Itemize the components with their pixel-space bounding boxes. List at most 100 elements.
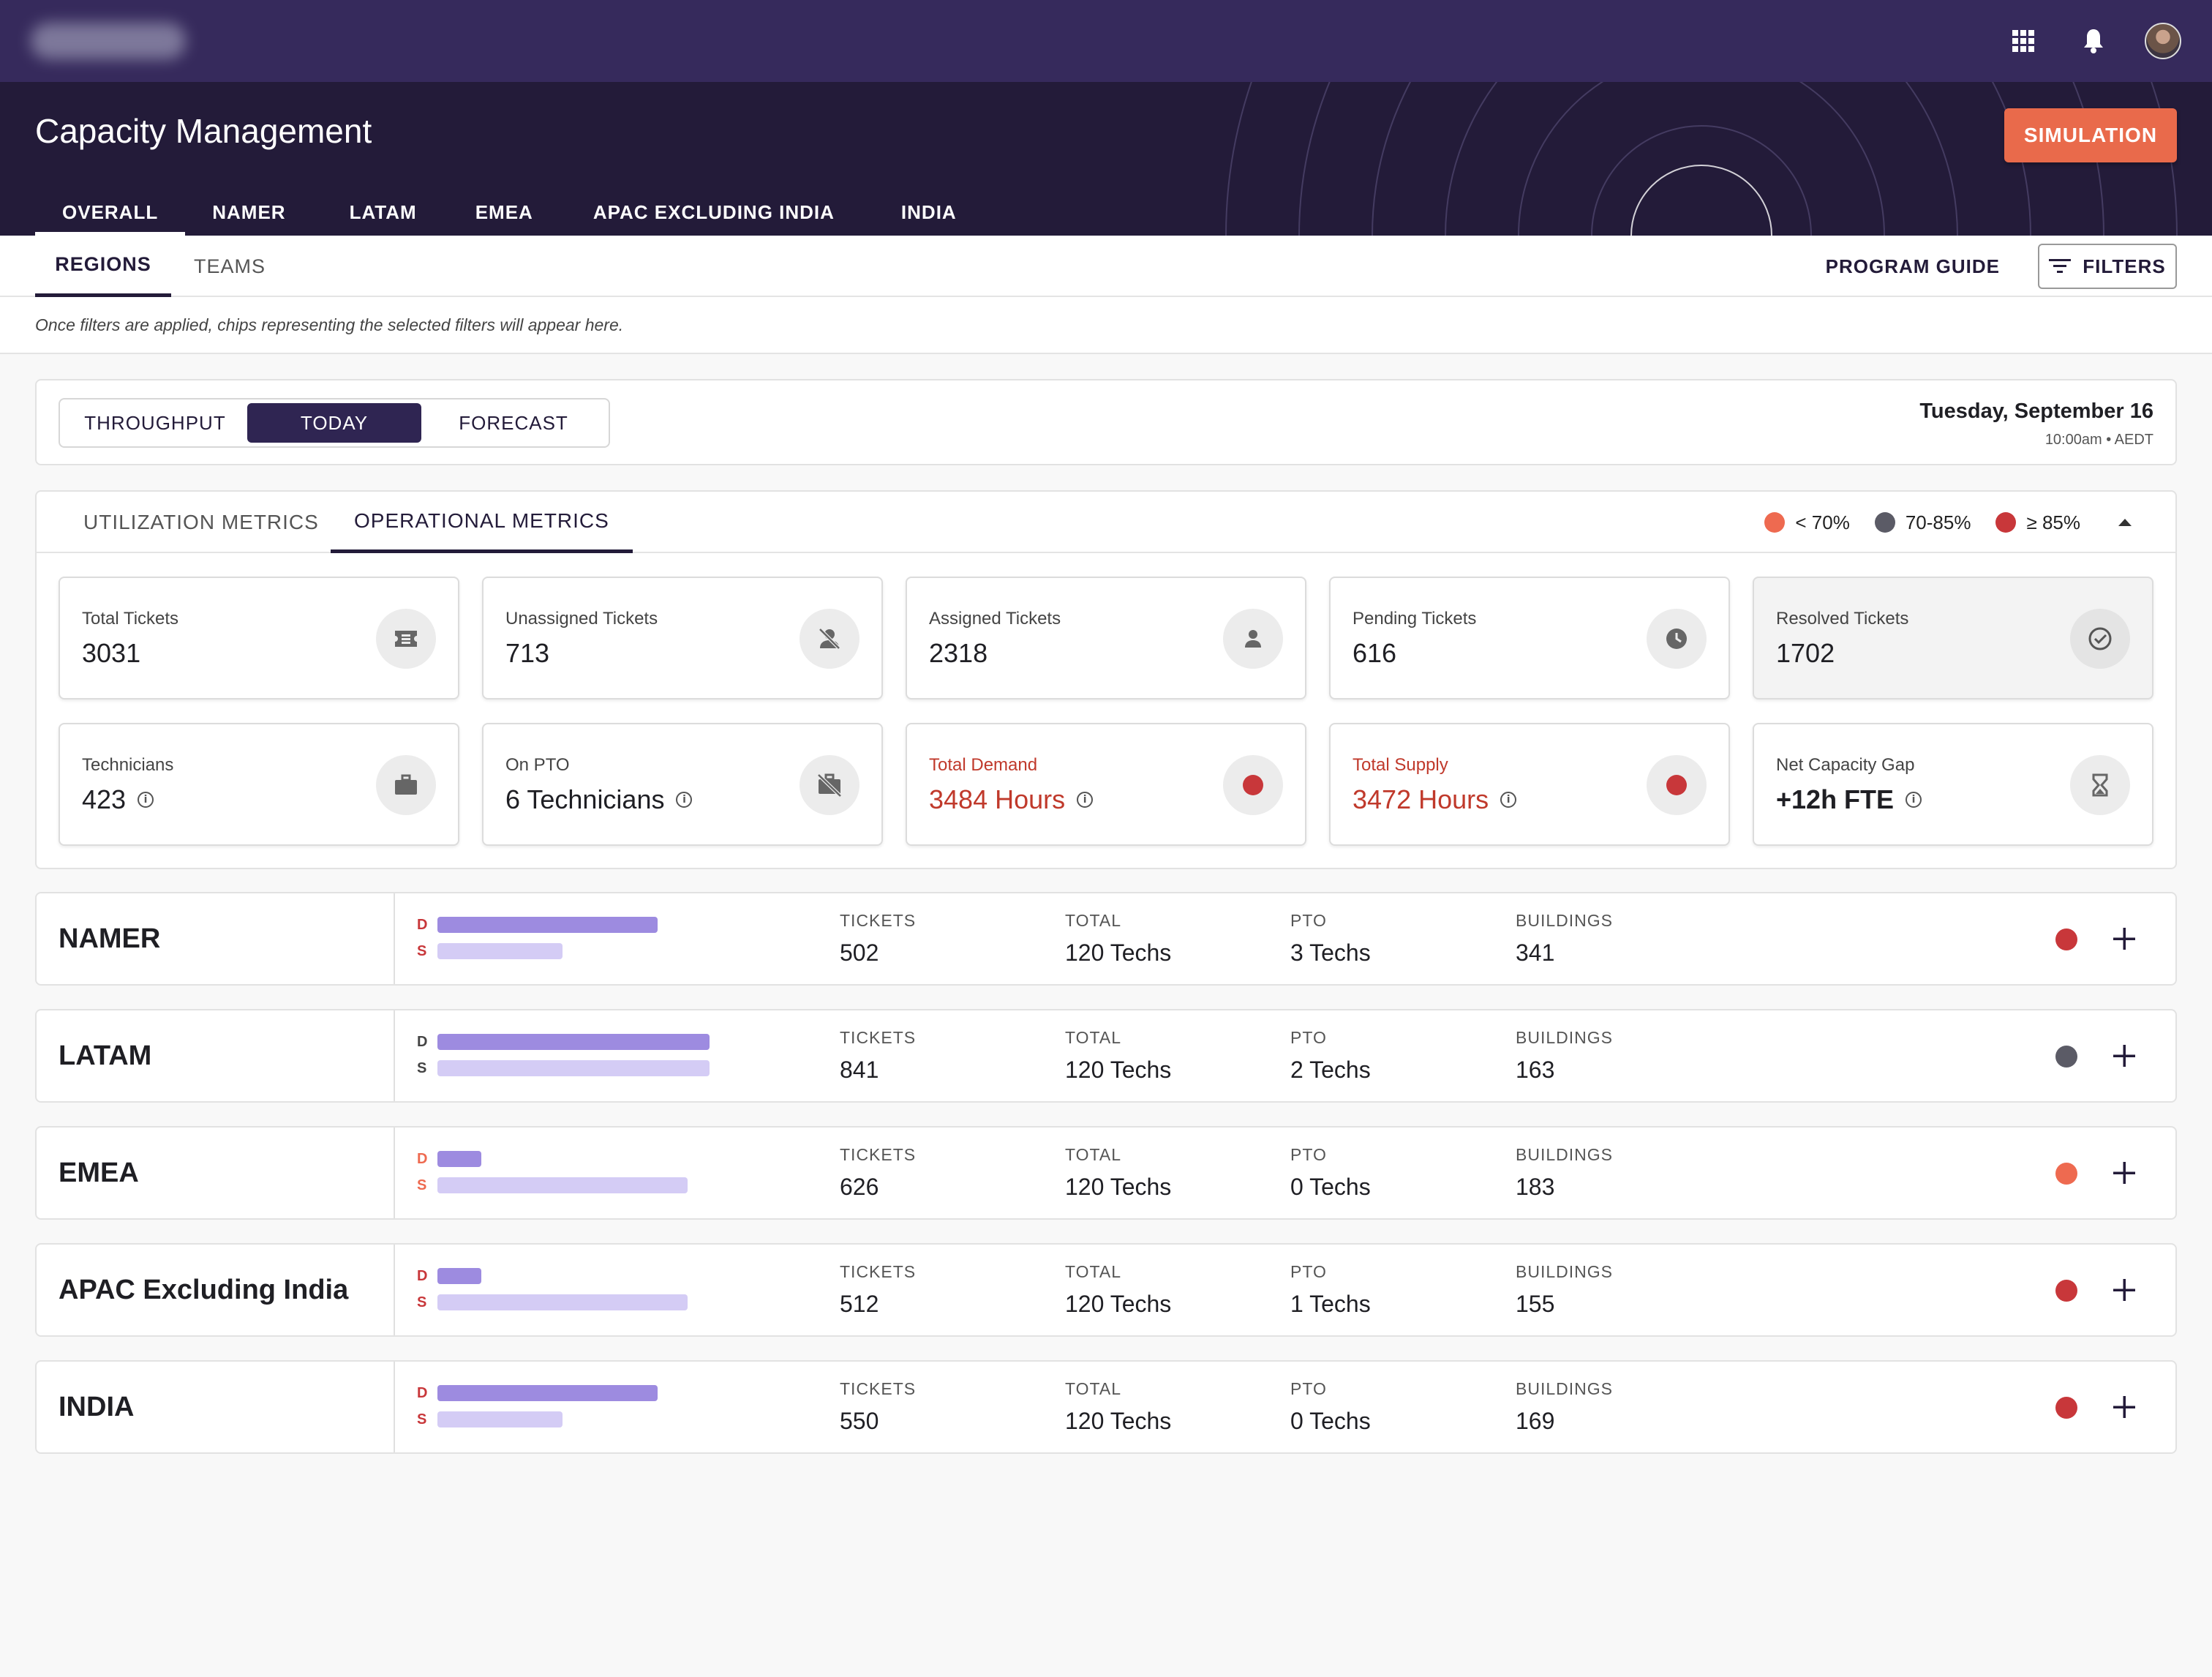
tile-value: 423 i bbox=[82, 784, 154, 815]
stat-value: 120 Techs bbox=[1065, 1291, 1172, 1317]
stat-value: 1 Techs bbox=[1290, 1291, 1371, 1317]
region-row[interactable]: APAC Excluding India D S TICKETS 512 TOTAL 120… bbox=[35, 1243, 2177, 1337]
status-dot bbox=[1666, 775, 1687, 795]
page-title: Capacity Management bbox=[35, 112, 372, 150]
simulation-button[interactable]: SIMULATION bbox=[2004, 108, 2177, 162]
tab-regions[interactable]: REGIONS bbox=[35, 236, 171, 297]
stat-buildings: BUILDINGS 163 bbox=[1516, 1028, 1613, 1084]
region-row[interactable]: LATAM D S TICKETS 841 TOTAL 120 Techs PTO 2 Tech… bbox=[35, 1009, 2177, 1103]
status-dot bbox=[2055, 1163, 2077, 1185]
tile-value-text: +12h FTE bbox=[1776, 784, 1895, 814]
stat-value: 502 bbox=[840, 939, 879, 966]
supply-label: S bbox=[417, 1294, 427, 1310]
status-dot bbox=[1243, 775, 1263, 795]
check-circle-icon bbox=[2070, 609, 2130, 669]
person-off-icon bbox=[800, 609, 859, 669]
tab-overall[interactable]: OVERALL bbox=[35, 188, 186, 236]
stat-buildings: BUILDINGS 169 bbox=[1516, 1379, 1613, 1435]
supply-bar bbox=[437, 1177, 688, 1193]
expand-plus-icon[interactable] bbox=[2107, 1389, 2142, 1425]
region-name: APAC Excluding India bbox=[59, 1274, 349, 1305]
mode-forecast-button[interactable]: FORECAST bbox=[459, 411, 568, 434]
stat-header: PTO bbox=[1290, 911, 1327, 930]
top-app-bar bbox=[0, 0, 2212, 82]
stat-header: BUILDINGS bbox=[1516, 1145, 1613, 1164]
legend-dot-high bbox=[1995, 512, 2017, 533]
tile-net-capacity-gap: Net Capacity Gap +12h FTE i bbox=[1753, 723, 2153, 846]
info-icon[interactable]: i bbox=[676, 792, 693, 808]
tile-label: On PTO bbox=[505, 755, 570, 775]
stat-pto: PTO 0 Techs bbox=[1290, 1145, 1371, 1201]
tab-apac-excluding-india[interactable]: APAC EXCLUDING INDIA bbox=[592, 201, 835, 223]
tab-india[interactable]: INDIA bbox=[900, 201, 957, 223]
tile-value-text: 616 bbox=[1353, 638, 1397, 668]
expand-plus-icon[interactable] bbox=[2107, 1272, 2142, 1308]
tile-value: 6 Technicians i bbox=[505, 784, 693, 815]
filters-label: FILTERS bbox=[2083, 255, 2166, 277]
expand-plus-icon[interactable] bbox=[2107, 1038, 2142, 1073]
demand-label: D bbox=[417, 1268, 428, 1284]
region-row[interactable]: EMEA D S TICKETS 626 TOTAL 120 Techs PTO 0 Techs… bbox=[35, 1126, 2177, 1220]
region-row[interactable]: NAMER D S TICKETS 502 TOTAL 120 Techs PTO 3 Tech… bbox=[35, 892, 2177, 986]
filter-list-icon bbox=[2049, 259, 2072, 273]
info-icon[interactable]: i bbox=[1906, 792, 1922, 808]
tile-value-text: 6 Technicians bbox=[505, 784, 665, 814]
stat-value: 550 bbox=[840, 1408, 879, 1434]
stat-value: 841 bbox=[840, 1057, 879, 1083]
tile-value-text: 3472 Hours bbox=[1353, 784, 1489, 814]
tab-emea[interactable]: EMEA bbox=[475, 201, 533, 223]
stat-header: PTO bbox=[1290, 1145, 1327, 1164]
tile-label: Total Tickets bbox=[82, 609, 179, 629]
apps-grid-icon[interactable] bbox=[2004, 22, 2042, 60]
user-avatar[interactable] bbox=[2145, 23, 2181, 59]
stat-header: TICKETS bbox=[840, 1379, 917, 1398]
supply-label: S bbox=[417, 1411, 427, 1427]
stat-total: TOTAL 120 Techs bbox=[1065, 1379, 1171, 1435]
stat-value: 2 Techs bbox=[1290, 1057, 1371, 1083]
info-icon[interactable]: i bbox=[1077, 792, 1094, 808]
tile-unassigned-tickets: Unassigned Tickets 713 bbox=[482, 577, 883, 699]
tile-value: 713 bbox=[505, 638, 549, 669]
supply-bar bbox=[437, 1294, 688, 1310]
tile-value-text: 1702 bbox=[1776, 638, 1835, 668]
tab-operational-metrics[interactable]: OPERATIONAL METRICS bbox=[331, 492, 633, 553]
filters-button[interactable]: FILTERS bbox=[2038, 244, 2177, 289]
region-row[interactable]: INDIA D S TICKETS 550 TOTAL 120 Techs PTO 0 Tech… bbox=[35, 1360, 2177, 1454]
tile-label: Pending Tickets bbox=[1353, 609, 1477, 629]
expand-plus-icon[interactable] bbox=[2107, 1155, 2142, 1190]
stat-header: BUILDINGS bbox=[1516, 911, 1613, 930]
tab-utilization-metrics[interactable]: UTILIZATION METRICS bbox=[83, 511, 319, 533]
program-guide-link[interactable]: PROGRAM GUIDE bbox=[1825, 255, 2000, 277]
tab-latam[interactable]: LATAM bbox=[349, 201, 417, 223]
stat-value: 3 Techs bbox=[1290, 939, 1371, 966]
info-icon[interactable]: i bbox=[1500, 792, 1517, 808]
info-icon[interactable]: i bbox=[138, 792, 154, 808]
tile-value-text: 2318 bbox=[929, 638, 988, 668]
tab-teams[interactable]: TEAMS bbox=[194, 255, 266, 277]
tab-namer[interactable]: NAMER bbox=[212, 201, 286, 223]
region-name: EMEA bbox=[59, 1157, 139, 1188]
mode-today-button[interactable]: TODAY bbox=[247, 403, 422, 443]
notifications-bell-icon[interactable] bbox=[2074, 22, 2113, 60]
tile-pending-tickets: Pending Tickets 616 bbox=[1329, 577, 1730, 699]
company-logo[interactable] bbox=[31, 23, 186, 59]
tile-label: Total Supply bbox=[1353, 755, 1448, 775]
stat-tickets: TICKETS 550 bbox=[840, 1379, 916, 1435]
tile-value: +12h FTE i bbox=[1776, 784, 1922, 815]
stat-header: TICKETS bbox=[840, 911, 917, 930]
stat-header: BUILDINGS bbox=[1516, 1028, 1613, 1047]
mode-throughput-button[interactable]: THROUGHPUT bbox=[84, 411, 226, 434]
status-dot bbox=[2055, 1280, 2077, 1302]
page-header: Capacity Management SIMULATION OVERALL N… bbox=[0, 82, 2212, 236]
row-divider bbox=[394, 1010, 395, 1101]
tile-label: Resolved Tickets bbox=[1776, 609, 1909, 629]
expand-plus-icon[interactable] bbox=[2107, 921, 2142, 956]
demand-bar bbox=[437, 1385, 658, 1401]
tile-total-supply: Total Supply 3472 Hours i bbox=[1329, 723, 1730, 846]
collapse-caret-icon[interactable] bbox=[2118, 519, 2132, 526]
tile-value-text: 3484 Hours bbox=[929, 784, 1066, 814]
legend-dot-low bbox=[1764, 512, 1786, 533]
tile-label: Net Capacity Gap bbox=[1776, 755, 1915, 775]
demand-label: D bbox=[417, 1151, 428, 1167]
demand-bar bbox=[437, 1151, 481, 1167]
